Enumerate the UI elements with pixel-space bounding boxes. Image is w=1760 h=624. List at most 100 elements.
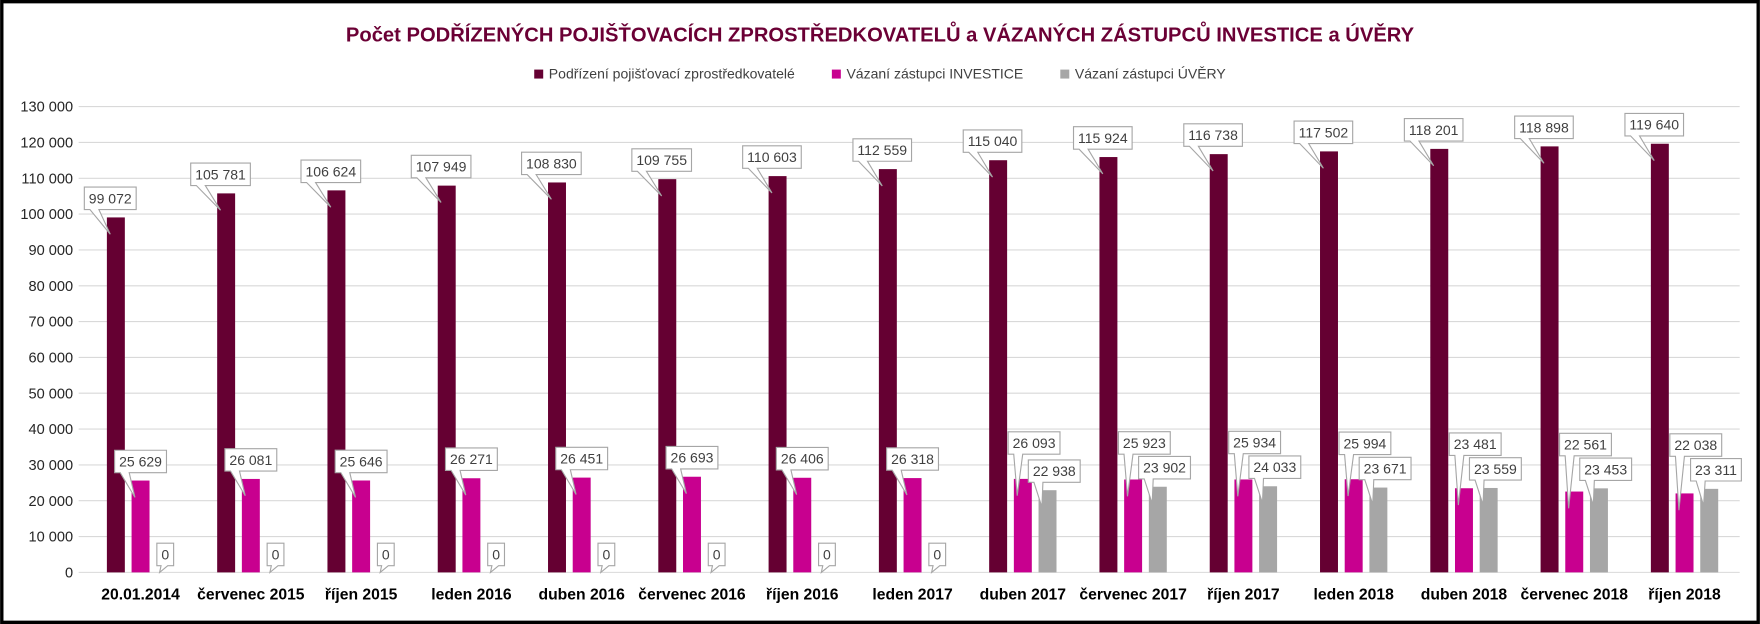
callout-box (818, 542, 836, 574)
x-tick-label: říjen 2016 (766, 586, 839, 603)
bar-podrizeni (106, 217, 125, 573)
data-labels: 99 072 105 781 106 624 107 949 108 830 109 75… (83, 112, 1742, 574)
data-label-text: 23 559 (1474, 461, 1517, 477)
callout-box (631, 148, 693, 197)
x-tick-label: říjen 2018 (1648, 586, 1721, 603)
data-label-uvery: 0 (156, 542, 175, 574)
data-label-text: 118 898 (1519, 119, 1569, 135)
callout-box (1403, 118, 1464, 167)
x-tick-label: duben 2016 (538, 586, 625, 603)
legend-item-investice: Vázaní zástupci INVESTICE (831, 66, 1023, 82)
bar-podrizeni (548, 182, 566, 573)
bar-uvery (1479, 487, 1498, 573)
data-label-text: 115 040 (968, 133, 1018, 149)
data-label-text: 0 (823, 546, 831, 562)
data-label-podrizeni: 106 624 (300, 159, 362, 208)
legend-label: Vázaní zástupci ÚVĚRY (1075, 66, 1227, 82)
bar-investice (241, 478, 260, 573)
x-tick-label: leden 2016 (431, 586, 512, 603)
x-tick-label: červenec 2016 (638, 586, 746, 603)
bar-uvery (1148, 486, 1167, 573)
callout-box (852, 138, 913, 187)
bar-podrizeni (658, 179, 677, 573)
bar-podrizeni (1320, 151, 1338, 573)
bar-podrizeni (327, 190, 346, 573)
data-label-text: 26 693 (671, 450, 714, 466)
y-tick-label: 110 000 (21, 171, 73, 187)
data-label-investice: 22 038 (1669, 433, 1723, 511)
callout-box (1228, 430, 1282, 497)
data-label-uvery: 0 (487, 542, 506, 574)
y-tick-label: 60 000 (28, 350, 73, 366)
bar-podrizeni (1099, 157, 1118, 573)
callout-box (555, 446, 609, 495)
callout-box (928, 542, 947, 574)
bar-podrizeni (437, 185, 456, 573)
y-tick-label: 80 000 (28, 279, 73, 295)
data-label-podrizeni: 118 898 (1514, 115, 1574, 164)
x-tick-label: červenec 2018 (1521, 586, 1629, 603)
data-label-uvery: 0 (597, 542, 616, 574)
bar-uvery (1038, 490, 1057, 573)
callout-box (1558, 432, 1612, 509)
data-label-text: 0 (602, 546, 610, 562)
data-label-podrizeni: 116 738 (1183, 123, 1243, 172)
callout-box (521, 151, 582, 200)
x-tick-label: červenec 2017 (1079, 586, 1187, 603)
data-label-uvery: 23 453 (1579, 457, 1633, 506)
legend: Podřízení pojišťovací zprostředkovatelé V… (534, 66, 1226, 82)
callout-box (1183, 123, 1243, 172)
data-label-text: 23 481 (1454, 436, 1497, 452)
x-tick-label: duben 2017 (980, 586, 1067, 603)
data-label-text: 118 201 (1409, 122, 1459, 138)
bar-podrizeni (1650, 143, 1669, 573)
data-label-text: 112 559 (857, 142, 907, 158)
bar-investice (682, 476, 701, 573)
chart-title: Počet PODŘÍZENÝCH POJIŠŤOVACÍCH ZPROSTŘE… (346, 21, 1415, 47)
callout-box (487, 542, 506, 574)
y-tick-label: 130 000 (20, 100, 73, 116)
data-label-podrizeni: 99 072 (83, 186, 137, 235)
callout-box (300, 159, 362, 208)
callout-box (665, 445, 719, 494)
callout-box (1358, 456, 1412, 505)
callout-box (1448, 432, 1502, 506)
bar-investice (462, 478, 481, 573)
data-label-text: 24 033 (1253, 459, 1296, 475)
bar-podrizeni (989, 160, 1008, 573)
bar-investice (1013, 478, 1032, 573)
data-label-uvery: 23 671 (1358, 456, 1412, 505)
legend-item-uvery: Vázaní zástupci ÚVĚRY (1060, 66, 1226, 82)
bar-investice (903, 478, 922, 573)
data-label-uvery: 24 033 (1248, 455, 1302, 504)
data-label-text: 119 640 (1629, 117, 1679, 133)
y-tick-label: 100 000 (20, 207, 73, 223)
bar-investice (1675, 493, 1694, 573)
legend-swatch (1060, 69, 1070, 79)
bar-podrizeni (878, 169, 897, 573)
bar-investice (572, 477, 591, 573)
data-label-text: 0 (492, 546, 500, 562)
callout-box (190, 162, 251, 211)
x-axis: 20.01.2014 červenec 2015 říjen 2015 leden 2… (101, 586, 1721, 603)
bar-investice (1234, 479, 1253, 573)
data-label-investice: 25 923 (1117, 431, 1171, 497)
bar-investice (1454, 488, 1473, 573)
bar-podrizeni (1430, 148, 1449, 573)
data-label-uvery: 23 311 (1689, 457, 1742, 506)
legend-swatch (534, 69, 544, 79)
bar-uvery (1589, 488, 1608, 573)
data-label-uvery: 0 (266, 542, 285, 574)
legend-label: Podřízení pojišťovací zprostředkovatelé (549, 66, 795, 82)
legend-label: Vázaní zástupci INVESTICE (846, 66, 1023, 82)
callout-box (707, 542, 726, 574)
data-label-text: 26 081 (229, 452, 272, 468)
data-label-uvery: 23 902 (1138, 455, 1192, 504)
callout-box (1007, 431, 1061, 496)
data-label-podrizeni: 112 559 (852, 138, 913, 187)
bar-investice (1124, 479, 1143, 573)
callout-box (962, 129, 1023, 178)
callout-box (742, 145, 802, 194)
